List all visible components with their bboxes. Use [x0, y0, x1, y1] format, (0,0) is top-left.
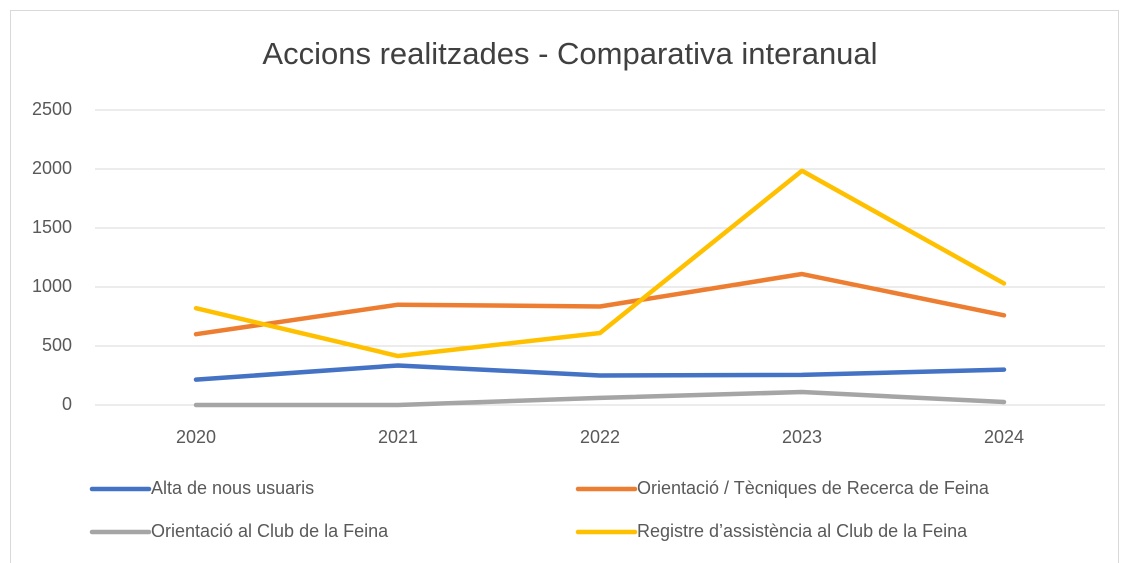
series-line — [193, 168, 1007, 359]
x-tick-label: 2022 — [580, 427, 620, 447]
series-line — [193, 271, 1007, 337]
x-tick-label: 2024 — [984, 427, 1024, 447]
legend-label: Orientació / Tècniques de Recerca de Fei… — [637, 478, 990, 498]
series-line — [193, 363, 1007, 382]
series-line — [193, 389, 1007, 408]
y-tick-label: 1000 — [32, 276, 72, 296]
y-tick-label: 2500 — [32, 99, 72, 119]
legend-label: Orientació al Club de la Feina — [151, 521, 389, 541]
x-tick-label: 2020 — [176, 427, 216, 447]
x-tick-label: 2021 — [378, 427, 418, 447]
legend-label: Alta de nous usuaris — [151, 478, 314, 498]
legend-label: Registre d’assistència al Club de la Fei… — [637, 521, 968, 541]
y-tick-label: 500 — [42, 335, 72, 355]
y-tick-label: 0 — [62, 394, 72, 414]
chart-title: Accions realitzades - Comparativa intera… — [262, 36, 877, 71]
y-tick-label: 1500 — [32, 217, 72, 237]
y-tick-label: 2000 — [32, 158, 72, 178]
x-tick-label: 2023 — [782, 427, 822, 447]
